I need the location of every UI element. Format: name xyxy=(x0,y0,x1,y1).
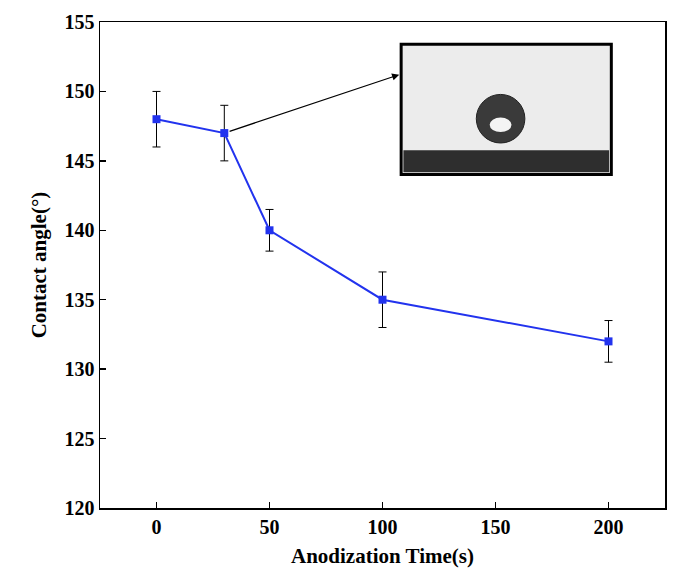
svg-text:135: 135 xyxy=(65,289,95,311)
svg-text:100: 100 xyxy=(368,516,398,538)
svg-text:50: 50 xyxy=(260,516,280,538)
svg-text:Contact angle(°): Contact angle(°) xyxy=(27,192,51,339)
svg-text:0: 0 xyxy=(152,516,162,538)
svg-text:140: 140 xyxy=(65,219,95,241)
svg-text:125: 125 xyxy=(65,428,95,450)
svg-text:155: 155 xyxy=(65,11,95,33)
svg-text:150: 150 xyxy=(65,80,95,102)
svg-text:130: 130 xyxy=(65,358,95,380)
svg-text:120: 120 xyxy=(65,497,95,519)
svg-text:200: 200 xyxy=(594,516,624,538)
svg-text:145: 145 xyxy=(65,150,95,172)
svg-text:150: 150 xyxy=(481,516,511,538)
svg-text:Anodization Time(s): Anodization Time(s) xyxy=(291,544,474,568)
